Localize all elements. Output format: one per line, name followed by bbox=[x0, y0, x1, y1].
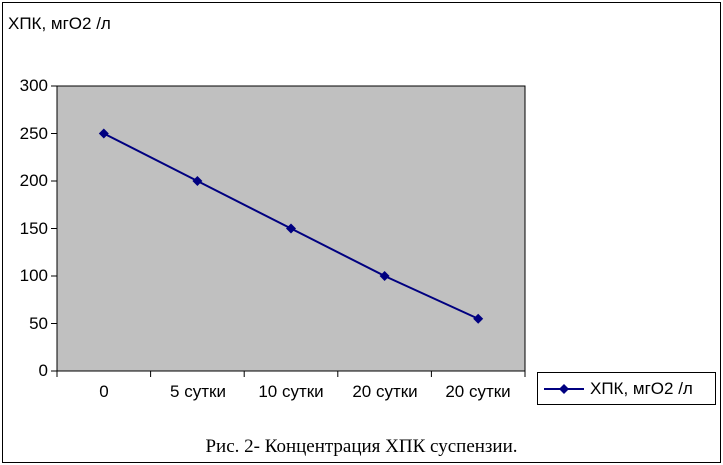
legend-label: ХПК, мгО2 /л bbox=[590, 378, 693, 398]
x-axis-label: 20 сутки bbox=[352, 382, 418, 401]
y-axis-label: 50 bbox=[29, 314, 48, 333]
chart-title: ХПК, мгО2 /л bbox=[8, 14, 111, 33]
legend: ХПК, мгО2 /л bbox=[537, 372, 716, 405]
legend-line-marker-icon bbox=[544, 383, 584, 394]
y-axis-label: 150 bbox=[19, 219, 48, 238]
y-axis-label: 200 bbox=[19, 171, 48, 190]
x-axis-label: 10 сутки bbox=[258, 382, 324, 401]
y-axis-label: 250 bbox=[19, 124, 48, 143]
x-axis-label: 0 bbox=[99, 382, 109, 401]
x-axis-label: 20 сутки bbox=[445, 382, 511, 401]
x-axis-label: 5 сутки bbox=[170, 382, 226, 401]
y-axis-label: 300 bbox=[19, 76, 48, 95]
y-axis-label: 0 bbox=[38, 361, 48, 380]
figure-caption: Рис. 2- Концентрация ХПК суспензии. bbox=[205, 436, 518, 457]
y-axis-label: 100 bbox=[19, 266, 48, 285]
